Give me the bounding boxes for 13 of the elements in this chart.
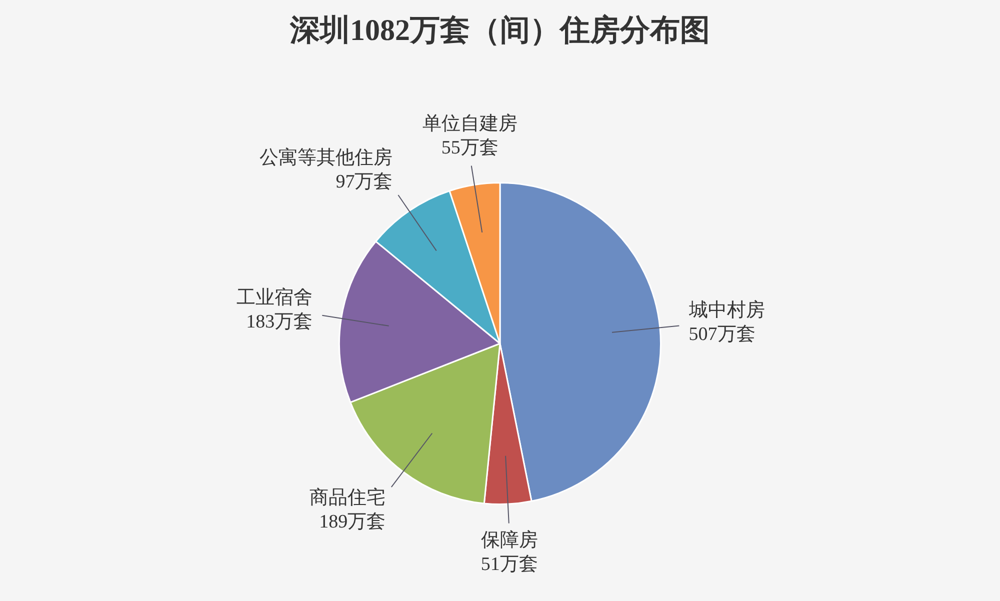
data-label: 51万套 (480, 554, 538, 575)
chart-title: 深圳1082万套（间）住房分布图 (289, 12, 710, 47)
slice-label: 单位自建房 (422, 112, 518, 134)
data-label: 97万套 (336, 172, 393, 193)
slice-label: 工业宿舍 (236, 286, 313, 309)
data-label: 507万套 (688, 324, 756, 345)
slice-label: 商品住宅 (310, 486, 386, 509)
data-label: 189万套 (319, 512, 386, 533)
data-label: 183万套 (246, 312, 313, 333)
slice-label: 保障房 (480, 528, 538, 551)
data-label: 55万套 (441, 137, 498, 158)
slice-label: 城中村房 (688, 298, 765, 321)
slice-label: 公寓等其他住房 (260, 146, 393, 169)
